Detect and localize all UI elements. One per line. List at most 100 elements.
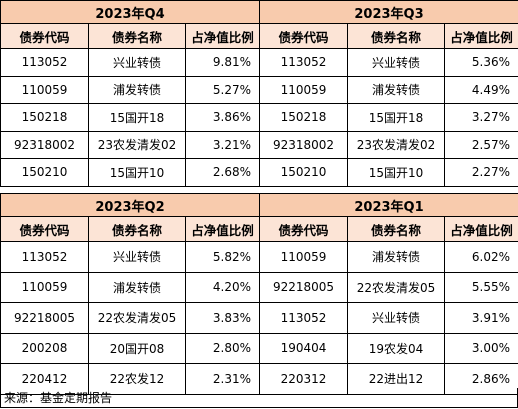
bond-code: 92218005 (259, 271, 348, 303)
panel-title: 2023年Q2 (0, 193, 261, 217)
panel-title: 2023年Q1 (258, 193, 518, 217)
net-value-ratio: 2.80% (184, 332, 261, 364)
table-row: 110059 浦发转债 6.02% (259, 241, 518, 273)
table-row: 92318002 23农发清发02 3.21% (0, 130, 261, 159)
panel-2023-q4: 2023年Q4 债券代码 债券名称 占净值比例 113052 兴业转债 9.81… (0, 0, 261, 187)
net-value-ratio: 3.86% (184, 103, 261, 132)
bond-code: 150218 (259, 103, 348, 132)
table-row: 110059 浦发转债 4.49% (259, 75, 518, 104)
table-row: 113052 兴业转债 9.81% (0, 48, 261, 77)
bond-code: 150210 (0, 158, 89, 187)
column-header-code: 债券代码 (259, 216, 348, 242)
net-value-ratio: 2.57% (443, 130, 518, 159)
bond-code: 150210 (259, 158, 348, 187)
net-value-ratio: 4.20% (184, 271, 261, 303)
bond-code: 92318002 (259, 130, 348, 159)
bond-code: 110059 (259, 75, 348, 104)
table-row: 150218 15国开18 3.27% (259, 103, 518, 132)
bond-name: 23农发清发02 (88, 130, 186, 159)
bond-name: 15国开18 (347, 103, 445, 132)
panel-title: 2023年Q4 (0, 0, 261, 24)
column-header-code: 债券代码 (0, 216, 89, 242)
bond-name: 15国开10 (347, 158, 445, 187)
bond-code: 92218005 (0, 302, 89, 334)
net-value-ratio: 2.68% (184, 158, 261, 187)
bond-code: 113052 (259, 302, 348, 334)
bond-name: 兴业转债 (347, 302, 445, 334)
bond-code: 110059 (259, 241, 348, 273)
bond-name: 23农发清发02 (347, 130, 445, 159)
column-header-name: 债券名称 (88, 23, 186, 49)
table-row: 110059 浦发转债 4.20% (0, 271, 261, 303)
bond-name: 兴业转债 (88, 48, 186, 77)
table-row: 190404 19农发04 3.00% (259, 332, 518, 364)
bond-code: 190404 (259, 332, 348, 364)
table-row: 113052 兴业转债 3.91% (259, 302, 518, 334)
bond-name: 兴业转债 (88, 241, 186, 273)
net-value-ratio: 9.81% (184, 48, 261, 77)
table-row: 150210 15国开10 2.27% (259, 158, 518, 187)
net-value-ratio: 5.36% (443, 48, 518, 77)
column-header-name: 债券名称 (347, 216, 445, 242)
bond-name: 浦发转债 (88, 75, 186, 104)
bond-name: 浦发转债 (347, 75, 445, 104)
bond-name: 19农发04 (347, 332, 445, 364)
net-value-ratio: 3.00% (443, 332, 518, 364)
net-value-ratio: 2.27% (443, 158, 518, 187)
bond-code: 113052 (0, 48, 89, 77)
bond-name: 15国开18 (88, 103, 186, 132)
column-header-code: 债券代码 (259, 23, 348, 49)
column-header-name: 债券名称 (347, 23, 445, 49)
net-value-ratio: 5.27% (184, 75, 261, 104)
column-header-code: 债券代码 (0, 23, 89, 49)
table-row: 150210 15国开10 2.68% (0, 158, 261, 187)
table-row: 110059 浦发转债 5.27% (0, 75, 261, 104)
bond-code: 150218 (0, 103, 89, 132)
bond-code: 113052 (0, 241, 89, 273)
panel-2023-q1: 2023年Q1 债券代码 债券名称 占净值比例 110059 浦发转债 6.02… (258, 193, 518, 395)
bond-name: 20国开08 (88, 332, 186, 364)
net-value-ratio: 3.83% (184, 302, 261, 334)
panel-2023-q3: 2023年Q3 债券代码 债券名称 占净值比例 113052 兴业转债 5.36… (258, 0, 518, 187)
column-header-ratio: 占净值比例 (443, 23, 518, 49)
table-row: 92218005 22农发清发05 3.83% (0, 302, 261, 334)
bond-name: 浦发转债 (347, 241, 445, 273)
net-value-ratio: 5.82% (184, 241, 261, 273)
net-value-ratio: 2.31% (184, 363, 261, 395)
net-value-ratio: 4.49% (443, 75, 518, 104)
net-value-ratio: 6.02% (443, 241, 518, 273)
table-row: 220412 22农发12 2.31% (0, 363, 261, 395)
table-row: 113052 兴业转债 5.82% (0, 241, 261, 273)
bond-code: 110059 (0, 271, 89, 303)
net-value-ratio: 3.91% (443, 302, 518, 334)
net-value-ratio: 3.27% (443, 103, 518, 132)
bond-code: 220412 (0, 363, 89, 395)
column-header-name: 债券名称 (88, 216, 186, 242)
panel-2023-q2: 2023年Q2 债券代码 债券名称 占净值比例 113052 兴业转债 5.82… (0, 193, 261, 395)
panel-title: 2023年Q3 (258, 0, 518, 24)
table-row: 92218005 22农发清发05 5.55% (259, 271, 518, 303)
column-header-ratio: 占净值比例 (443, 216, 518, 242)
bond-name: 15国开10 (88, 158, 186, 187)
net-value-ratio: 2.86% (443, 363, 518, 395)
table-row: 150218 15国开18 3.86% (0, 103, 261, 132)
table-row: 92318002 23农发清发02 2.57% (259, 130, 518, 159)
bond-code: 113052 (259, 48, 348, 77)
table-row: 113052 兴业转债 5.36% (259, 48, 518, 77)
net-value-ratio: 3.21% (184, 130, 261, 159)
bond-name: 22农发清发05 (347, 271, 445, 303)
net-value-ratio: 5.55% (443, 271, 518, 303)
column-header-ratio: 占净值比例 (184, 23, 261, 49)
source-note: 来源：基金定期报告 (0, 388, 518, 408)
bond-name: 浦发转债 (88, 271, 186, 303)
bond-name: 兴业转债 (347, 48, 445, 77)
table-row: 220312 22进出12 2.86% (259, 363, 518, 395)
column-header-ratio: 占净值比例 (184, 216, 261, 242)
bond-name: 22农发清发05 (88, 302, 186, 334)
bond-code: 110059 (0, 75, 89, 104)
bond-code: 200208 (0, 332, 89, 364)
bond-name: 22进出12 (347, 363, 445, 395)
table-row: 200208 20国开08 2.80% (0, 332, 261, 364)
bond-code: 92318002 (0, 130, 89, 159)
